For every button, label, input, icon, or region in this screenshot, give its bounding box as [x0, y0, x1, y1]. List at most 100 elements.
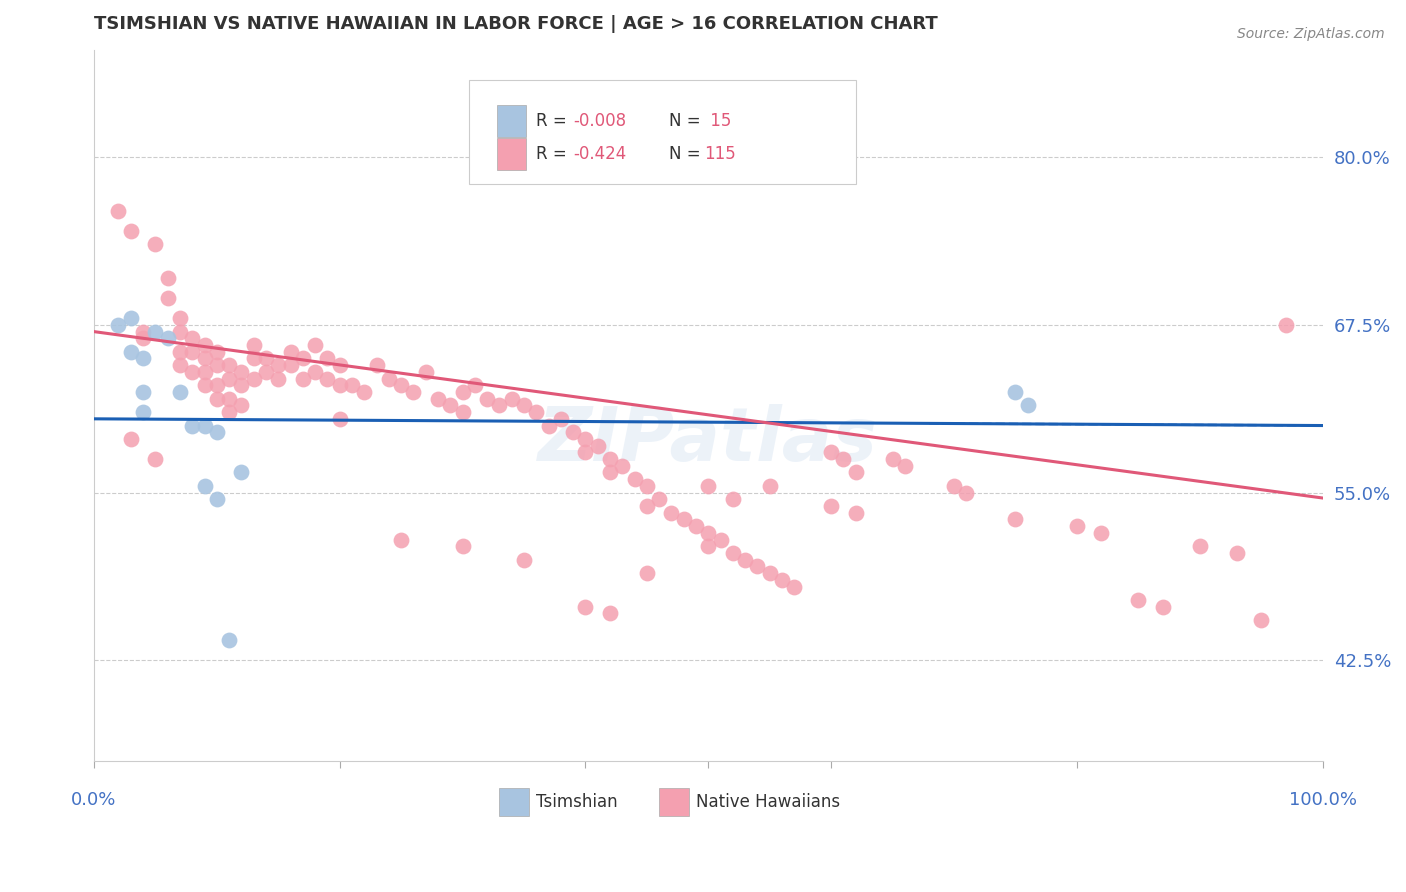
Point: [648, 492, 671, 507]
Point: [599, 466, 621, 480]
Point: [574, 445, 596, 459]
Point: [132, 351, 155, 366]
Point: [169, 358, 191, 372]
Point: [845, 466, 868, 480]
Point: [513, 398, 536, 412]
Point: [169, 384, 191, 399]
Point: [734, 552, 756, 566]
Text: R =: R =: [536, 145, 572, 163]
Point: [550, 412, 572, 426]
Point: [291, 371, 314, 385]
Point: [120, 224, 142, 238]
Point: [132, 325, 155, 339]
Text: N =: N =: [669, 145, 706, 163]
Point: [280, 344, 302, 359]
Point: [451, 384, 474, 399]
Point: [143, 237, 166, 252]
Point: [574, 599, 596, 614]
Point: [415, 365, 437, 379]
Point: [1004, 384, 1026, 399]
Text: 115: 115: [704, 145, 737, 163]
Point: [205, 425, 228, 440]
Point: [132, 331, 155, 345]
Point: [747, 559, 769, 574]
Point: [156, 291, 179, 305]
Point: [524, 405, 547, 419]
Point: [894, 458, 917, 473]
Point: [107, 203, 129, 218]
Point: [242, 351, 264, 366]
Point: [205, 358, 228, 372]
Point: [636, 566, 658, 581]
Point: [697, 479, 720, 493]
Point: [501, 392, 523, 406]
Point: [218, 358, 240, 372]
Text: 0.0%: 0.0%: [72, 790, 117, 808]
Point: [721, 546, 744, 560]
Point: [329, 412, 352, 426]
Text: TSIMSHIAN VS NATIVE HAWAIIAN IN LABOR FORCE | AGE > 16 CORRELATION CHART: TSIMSHIAN VS NATIVE HAWAIIAN IN LABOR FO…: [94, 15, 938, 33]
Point: [820, 445, 842, 459]
Point: [464, 378, 486, 392]
Point: [193, 479, 215, 493]
Point: [254, 351, 277, 366]
Text: -0.008: -0.008: [574, 112, 626, 130]
Point: [280, 358, 302, 372]
Text: Source: ZipAtlas.com: Source: ZipAtlas.com: [1237, 27, 1385, 41]
Point: [143, 325, 166, 339]
Point: [218, 392, 240, 406]
Point: [156, 331, 179, 345]
Point: [304, 365, 326, 379]
Text: N =: N =: [669, 112, 706, 130]
Bar: [499, 788, 529, 816]
Point: [107, 318, 129, 332]
Text: R =: R =: [536, 112, 572, 130]
Point: [659, 506, 682, 520]
Point: [955, 485, 977, 500]
Point: [353, 384, 375, 399]
Point: [820, 499, 842, 513]
Point: [231, 398, 253, 412]
Point: [562, 425, 585, 440]
Point: [156, 271, 179, 285]
Point: [193, 378, 215, 392]
Point: [709, 533, 731, 547]
Point: [120, 311, 142, 326]
Point: [1250, 613, 1272, 627]
Point: [845, 506, 868, 520]
Point: [193, 338, 215, 352]
Point: [475, 392, 498, 406]
Point: [132, 384, 155, 399]
Point: [169, 344, 191, 359]
Text: 15: 15: [704, 112, 731, 130]
Point: [120, 432, 142, 446]
Point: [439, 398, 461, 412]
Point: [143, 452, 166, 467]
Point: [402, 384, 425, 399]
Point: [231, 365, 253, 379]
Point: [783, 580, 806, 594]
Point: [193, 351, 215, 366]
Point: [770, 573, 793, 587]
Bar: [659, 788, 689, 816]
Point: [329, 378, 352, 392]
Point: [329, 358, 352, 372]
Point: [181, 344, 204, 359]
FancyBboxPatch shape: [468, 80, 856, 184]
Point: [623, 472, 645, 486]
Point: [181, 418, 204, 433]
Point: [218, 371, 240, 385]
Point: [340, 378, 363, 392]
Point: [513, 552, 536, 566]
Point: [451, 539, 474, 553]
Point: [1152, 599, 1174, 614]
Point: [1225, 546, 1247, 560]
Point: [205, 392, 228, 406]
Point: [291, 351, 314, 366]
Point: [636, 499, 658, 513]
Point: [267, 371, 290, 385]
Point: [488, 398, 510, 412]
Text: Native Hawaiians: Native Hawaiians: [696, 793, 839, 811]
Point: [758, 479, 780, 493]
Point: [169, 311, 191, 326]
